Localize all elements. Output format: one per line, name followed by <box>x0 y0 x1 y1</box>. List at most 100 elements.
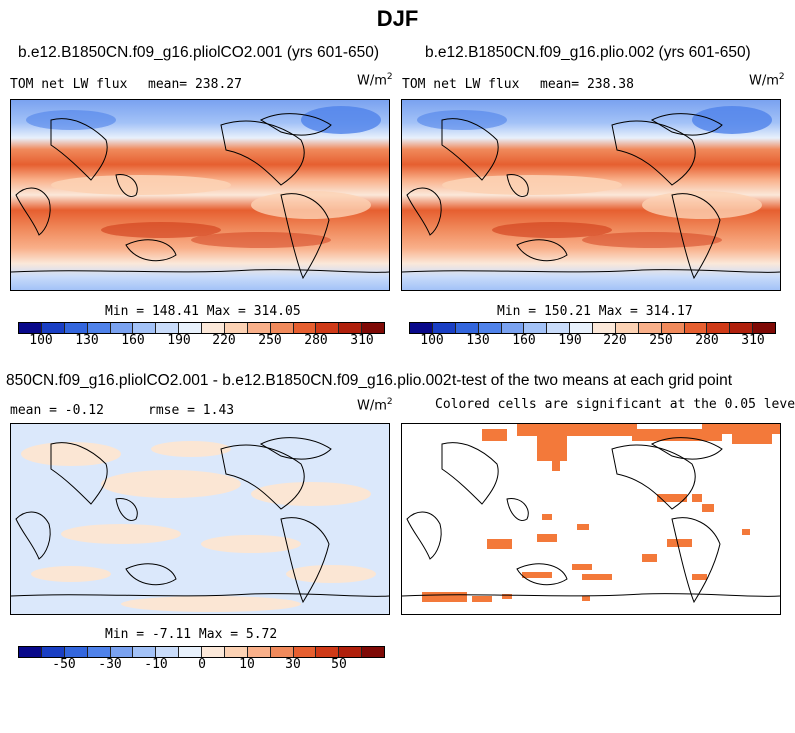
colorbar-swatch <box>202 323 225 333</box>
figure-title: DJF <box>376 6 419 31</box>
panel3-mean: mean = -0.12 <box>10 403 104 418</box>
panel1-map-svg <box>11 100 389 290</box>
colorbar-swatch <box>64 647 88 657</box>
colorbar-tick-label: 130 <box>466 333 490 348</box>
colorbar-tick-label: 10 <box>239 657 255 672</box>
colorbar-tick-label: 220 <box>603 333 627 348</box>
panel3-map-svg <box>11 424 389 614</box>
colorbar-swatch <box>730 323 754 333</box>
colorbar-swatch <box>316 323 340 333</box>
colorbar-swatch <box>133 647 157 657</box>
colorbar-tick-label: -10 <box>144 657 168 672</box>
colorbar-swatch <box>179 647 202 657</box>
colorbar-tick-label: 100 <box>29 333 53 348</box>
colorbar-tick-label: 250 <box>649 333 673 348</box>
panel1-map <box>10 99 390 291</box>
colorbar-tick-label: 280 <box>695 333 719 348</box>
colorbar-swatch <box>684 323 708 333</box>
colorbar-swatch <box>293 323 317 333</box>
colorbar-tick-label: -50 <box>52 657 76 672</box>
colorbar-swatch <box>455 323 479 333</box>
colorbar-swatch <box>224 647 248 657</box>
panel1-units: W/m2 <box>357 72 393 89</box>
panel3-units: W/m2 <box>357 397 393 414</box>
colorbar-tick-label: 160 <box>512 333 536 348</box>
colorbar-swatch <box>110 323 134 333</box>
colorbar-tick-label: 250 <box>258 333 282 348</box>
colorbar-tick-label: 160 <box>121 333 145 348</box>
colorbar-swatch <box>339 323 363 333</box>
colorbar-tick-label: 0 <box>198 657 206 672</box>
colorbar-swatch <box>156 647 180 657</box>
panel4-subtitle: Colored cells are significant at the 0.0… <box>435 397 795 412</box>
panel4-map <box>401 423 781 615</box>
colorbar-swatch <box>179 323 202 333</box>
colorbar-swatch <box>247 323 271 333</box>
panel4-map-svg <box>402 424 780 614</box>
colorbar-swatch <box>339 647 363 657</box>
colorbar-swatch <box>19 323 42 333</box>
colorbar-swatch <box>501 323 525 333</box>
panel4-title: t-test of the two means at each grid poi… <box>452 372 733 389</box>
colorbar-swatch <box>593 323 616 333</box>
colorbar-swatch <box>224 323 248 333</box>
colorbar-swatch <box>753 323 775 333</box>
panel2-map-svg <box>402 100 780 290</box>
colorbar-tick-label: 310 <box>350 333 374 348</box>
colorbar-swatch <box>41 647 65 657</box>
colorbar-tick-label: 280 <box>304 333 328 348</box>
colorbar-tick-label: 220 <box>212 333 236 348</box>
colorbar-swatch <box>202 647 225 657</box>
colorbar-swatch <box>87 647 111 657</box>
panel2-run-title: b.e12.B1850CN.f09_g16.plio.002 (yrs 601-… <box>425 44 751 61</box>
panel2-mean: mean= 238.38 <box>540 77 634 92</box>
colorbar-swatch <box>87 323 111 333</box>
panel2-units: W/m2 <box>749 72 785 89</box>
colorbar-tick-label: 130 <box>75 333 99 348</box>
colorbar-swatch <box>293 647 317 657</box>
panel1-mean: mean= 238.27 <box>148 77 242 92</box>
colorbar-swatch <box>270 647 294 657</box>
panel2-map <box>401 99 781 291</box>
colorbar-tick-label: 50 <box>331 657 347 672</box>
colorbar-swatch <box>661 323 685 333</box>
panel3-run-title: 850CN.f09_g16.pliolCO2.001 - b.e12.B1850… <box>6 372 452 389</box>
colorbar-swatch <box>362 647 384 657</box>
colorbar-swatch <box>707 323 731 333</box>
panel3-rmse: rmse = 1.43 <box>148 403 235 418</box>
colorbar-swatch <box>316 647 340 657</box>
panel3-colorbar <box>18 646 385 658</box>
colorbar-swatch <box>19 647 42 657</box>
colorbar-tick-label: 30 <box>285 657 301 672</box>
panel1-variable: TOM net LW flux <box>10 77 128 92</box>
panel2-minmax: Min = 150.21 Max = 314.17 <box>497 304 693 319</box>
colorbar-swatch <box>570 323 593 333</box>
colorbar-swatch <box>41 323 65 333</box>
panel3-minmax: Min = -7.11 Max = 5.72 <box>105 627 278 642</box>
colorbar-tick-label: 190 <box>558 333 582 348</box>
panel1-colorbar <box>18 322 385 334</box>
colorbar-tick-label: 100 <box>420 333 444 348</box>
colorbar-swatch <box>547 323 571 333</box>
colorbar-swatch <box>410 323 433 333</box>
colorbar-swatch <box>156 323 180 333</box>
panel1-colorbar-ticks: 100 130 160 190 220 250 280 310 <box>18 333 385 349</box>
panel2-variable: TOM net LW flux <box>402 77 520 92</box>
panel1-minmax: Min = 148.41 Max = 314.05 <box>105 304 301 319</box>
colorbar-swatch <box>432 323 456 333</box>
colorbar-tick-label: 310 <box>741 333 765 348</box>
panel1-run-title: b.e12.B1850CN.f09_g16.pliolCO2.001 (yrs … <box>18 44 380 61</box>
colorbar-swatch <box>64 323 88 333</box>
colorbar-tick-label: 190 <box>167 333 191 348</box>
panel3-colorbar-ticks: -50 -30 -10 0 10 30 50 <box>18 657 385 673</box>
colorbar-swatch <box>478 323 502 333</box>
colorbar-swatch <box>247 647 271 657</box>
panel3-map <box>10 423 390 615</box>
colorbar-swatch <box>362 323 384 333</box>
colorbar-swatch <box>270 323 294 333</box>
colorbar-swatch <box>615 323 639 333</box>
colorbar-swatch <box>524 323 548 333</box>
panel2-colorbar <box>409 322 776 334</box>
panel2-colorbar-ticks: 100 130 160 190 220 250 280 310 <box>409 333 776 349</box>
colorbar-swatch <box>638 323 662 333</box>
